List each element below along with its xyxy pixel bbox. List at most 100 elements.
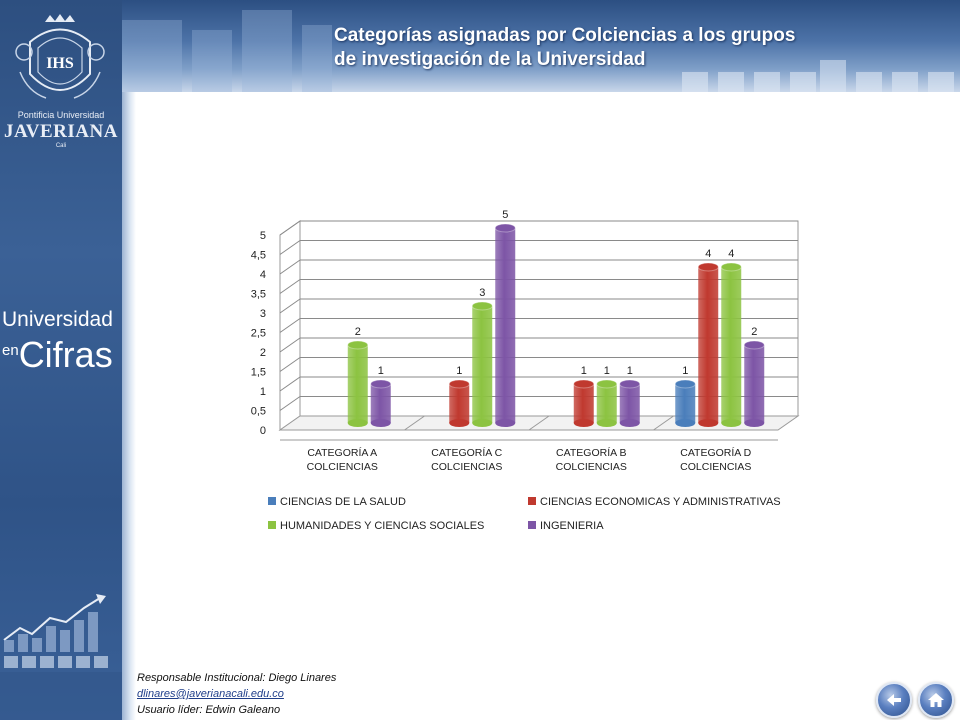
bar-1-3 <box>494 223 516 427</box>
banner-decoration <box>122 10 954 92</box>
y-tick-label: 2,5 <box>251 328 266 340</box>
responsable-text: Responsable Institucional: Diego Linares <box>137 672 337 684</box>
x-category-label: COLCIENCIAS <box>307 461 378 473</box>
legend-label: CIENCIAS DE LA SALUD <box>280 496 406 508</box>
x-category-label: CATEGORÍA B <box>556 446 626 459</box>
bar-3-1 <box>697 262 719 427</box>
bar-top <box>743 340 765 350</box>
university-name: Pontificia Universidad JAVERIANA Cali <box>0 110 122 150</box>
legend-swatch <box>268 497 276 505</box>
data-label: 1 <box>682 365 688 377</box>
bar-bottom <box>573 419 594 427</box>
bar-top <box>370 379 392 389</box>
bar-body <box>573 384 594 423</box>
bar-body <box>370 384 391 423</box>
bar-3-3 <box>743 340 765 427</box>
bar-top <box>619 379 641 389</box>
usuario-lider-text: Usuario líder: Edwin Galeano <box>137 704 281 716</box>
bar-bottom <box>495 419 516 427</box>
legend-label: HUMANIDADES Y CIENCIAS SOCIALES <box>280 520 484 532</box>
x-category-label: CATEGORÍA C <box>431 446 502 459</box>
category-separator <box>653 415 674 431</box>
bar-top <box>347 340 369 350</box>
data-label: 1 <box>456 365 462 377</box>
university-crest-logo: IHS <box>15 14 105 99</box>
y-tick-label: 0,5 <box>251 406 266 418</box>
y-tick-label: 1 <box>260 386 266 398</box>
bar-body <box>596 384 617 423</box>
data-label: 1 <box>581 365 587 377</box>
gridline-side <box>279 357 301 372</box>
x-category-label: COLCIENCIAS <box>680 461 751 473</box>
gridline-side <box>279 376 301 392</box>
bar-body <box>472 306 493 423</box>
bar-body <box>347 345 368 423</box>
gridline-side <box>279 396 301 411</box>
home-button[interactable] <box>918 682 954 718</box>
legend-swatch <box>528 521 536 529</box>
x-category-label: CATEGORÍA D <box>680 446 751 459</box>
x-category-label: COLCIENCIAS <box>556 461 627 473</box>
gridline-side <box>279 220 301 236</box>
gridline-side <box>279 337 301 353</box>
y-tick-label: 2 <box>260 347 266 359</box>
university-name-line2: JAVERIANA <box>4 121 118 142</box>
bar-1-2 <box>471 301 493 427</box>
data-label: 1 <box>378 365 384 377</box>
universidad-en-cifras-logo: Universidad enCifras <box>0 308 122 374</box>
bar-top <box>471 301 493 311</box>
bar-chart: 0 0,5 1 1,5 2 2,5 3 3,5 4 4,5 5 2 1 CATEGORÍA A COLCIE… <box>251 209 800 532</box>
gridline-side <box>279 298 301 314</box>
data-label: 4 <box>728 248 734 260</box>
bar-top <box>596 379 618 389</box>
sidebar: IHS Pontificia Universidad JAVERIANA Cal… <box>0 0 122 720</box>
bar-2-1 <box>573 379 595 427</box>
category-separator <box>528 415 550 431</box>
legend-swatch <box>268 521 276 529</box>
data-label: 2 <box>355 326 361 338</box>
bar-2-3 <box>619 379 641 427</box>
page-title-line2: de investigación de la Universidad <box>334 49 646 70</box>
data-label: 1 <box>627 365 633 377</box>
bar-body <box>495 228 516 423</box>
bar-bottom <box>698 419 719 427</box>
bar-body <box>698 267 719 423</box>
bar-top <box>573 379 595 389</box>
bar-bottom <box>596 419 617 427</box>
category-separator <box>404 415 425 431</box>
bar-bottom <box>619 419 640 427</box>
bar-bottom <box>675 419 696 427</box>
bar-top <box>697 262 719 272</box>
bar-top <box>674 379 696 389</box>
y-tick-label: 0 <box>260 425 266 437</box>
legend-label: INGENIERIA <box>540 520 604 532</box>
page-title-line1: Categorías asignadas por Colciencias a l… <box>334 25 796 46</box>
gridline-side <box>279 240 301 255</box>
bar-bottom <box>744 419 765 427</box>
y-tick-label: 3 <box>260 308 266 320</box>
bar-body <box>619 384 640 423</box>
bar-top <box>720 262 742 272</box>
back-button[interactable] <box>876 682 912 718</box>
legend-swatch <box>528 497 536 505</box>
bar-1-1 <box>448 379 470 427</box>
gridline-side <box>279 318 301 333</box>
bar-body <box>744 345 765 423</box>
bar-body <box>721 267 742 423</box>
bar-3-0 <box>674 379 696 427</box>
cifras-en: en <box>2 342 19 359</box>
y-tick-label: 4,5 <box>251 250 266 262</box>
bar-3-2 <box>720 262 742 427</box>
y-tick-label: 4 <box>260 269 266 281</box>
x-category-label: CATEGORÍA A <box>307 446 377 459</box>
data-label: 4 <box>705 248 711 260</box>
bar-bottom <box>347 419 368 427</box>
email-link[interactable]: dlinares@javerianacali.edu.co <box>137 688 284 700</box>
y-tick-label: 5 <box>260 230 266 242</box>
gridline-side <box>279 279 301 294</box>
back-arrow-icon <box>887 694 901 706</box>
gridline-side <box>279 259 301 275</box>
data-label: 5 <box>502 209 508 221</box>
bar-bottom <box>472 419 493 427</box>
bar-0-3 <box>370 379 392 427</box>
